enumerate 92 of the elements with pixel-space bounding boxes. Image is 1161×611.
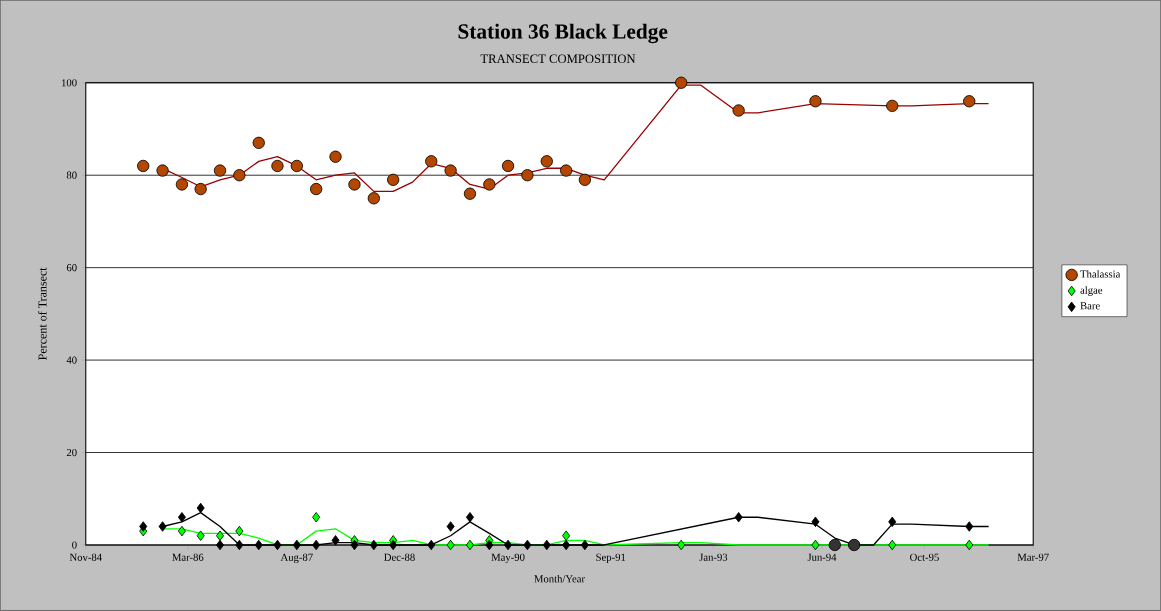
point (137, 159, 150, 173)
point (732, 104, 745, 117)
point (562, 539, 571, 551)
point (271, 159, 284, 173)
point (809, 95, 822, 108)
x-tick-label: May-90 (491, 553, 525, 564)
point (559, 164, 573, 177)
point (292, 539, 301, 551)
point (501, 159, 515, 173)
point (675, 76, 688, 90)
point (252, 136, 265, 150)
x-tick-label: Mar-97 (1017, 553, 1049, 561)
x-tick-label: Jan-93 (699, 553, 728, 561)
point (233, 169, 246, 182)
x-tick-label: Dec-88 (384, 553, 415, 562)
point (734, 512, 743, 523)
chart-title: Station 36 Black Ledge (458, 23, 668, 44)
chart-subtitle: TRANSECT COMPOSITION (480, 54, 636, 64)
point (888, 516, 897, 528)
y-tick-label: 100 (62, 79, 77, 87)
point (350, 539, 359, 551)
point (175, 178, 189, 191)
point (465, 539, 474, 551)
point (310, 183, 323, 196)
point (156, 164, 169, 177)
point (444, 164, 457, 177)
point (446, 539, 455, 551)
point (965, 539, 974, 551)
point (963, 95, 976, 108)
x-tick-label: Mar-86 (172, 553, 204, 562)
point (369, 539, 378, 551)
point (389, 539, 398, 551)
point (196, 530, 205, 542)
point (886, 99, 899, 113)
y-tick-label: 60 (66, 264, 77, 272)
point (542, 539, 551, 551)
point (213, 164, 227, 177)
point (811, 516, 820, 528)
y-tick-label: 20 (66, 449, 77, 457)
point (216, 539, 225, 551)
point (196, 502, 205, 514)
point (177, 512, 186, 523)
x-tick-label: Nov-84 (69, 553, 102, 562)
x-tick-label: Jun-94 (807, 553, 837, 561)
point (483, 178, 496, 191)
point (463, 187, 477, 200)
point (427, 539, 436, 551)
point (367, 192, 380, 205)
legend-label: algae (1080, 286, 1103, 297)
point (523, 539, 532, 551)
point (578, 173, 591, 187)
point (580, 539, 589, 551)
point (677, 539, 686, 551)
point (139, 521, 148, 532)
point (562, 530, 571, 542)
point (290, 159, 303, 173)
point (485, 539, 494, 551)
x-tick-label: Aug-87 (280, 553, 313, 564)
point (465, 512, 474, 523)
x-tick-label: Oct-95 (910, 553, 939, 561)
point (425, 155, 438, 168)
point (158, 521, 167, 532)
point (965, 521, 974, 532)
point (254, 539, 263, 551)
y-tick-label: 0 (72, 541, 77, 549)
point (828, 538, 841, 552)
point (387, 173, 400, 187)
point (312, 539, 321, 551)
point (177, 526, 186, 537)
point (312, 512, 321, 523)
point (235, 526, 244, 537)
point (273, 539, 282, 551)
x-axis-title: Month/Year (534, 575, 585, 583)
point (216, 530, 225, 542)
point (811, 539, 820, 551)
point (446, 521, 455, 532)
point (504, 539, 513, 551)
point (348, 178, 361, 191)
x-tick-label: Sep-91 (596, 553, 626, 564)
y-tick-label: 40 (66, 356, 77, 364)
point (331, 535, 340, 546)
point (521, 169, 534, 182)
point (888, 539, 897, 551)
point (540, 155, 553, 168)
point (848, 538, 861, 552)
y-axis-title: Percent of Transect (38, 267, 47, 361)
legend-label: Bare (1080, 302, 1100, 310)
point (235, 539, 244, 551)
legend-label: Thalassia (1080, 270, 1121, 278)
point (329, 150, 342, 163)
y-tick-label: 80 (66, 171, 77, 179)
point (194, 183, 207, 196)
